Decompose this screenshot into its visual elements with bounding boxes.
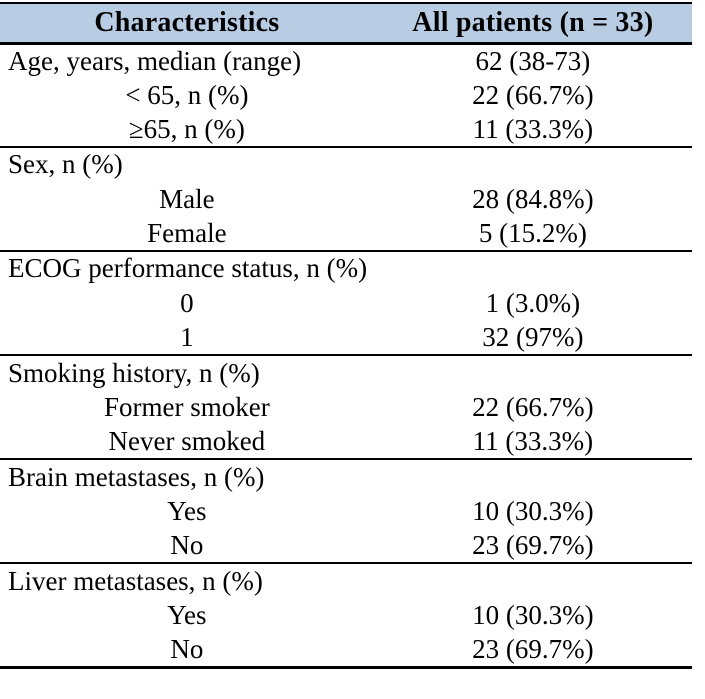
characteristic-cell: 1 <box>180 321 194 352</box>
characteristic-cell: Never smoked <box>108 425 266 456</box>
characteristic-cell: Male <box>159 183 215 214</box>
value-cell: 11 (33.3%) <box>472 425 594 456</box>
table-row: Yes 10 (30.3%) <box>0 598 692 633</box>
table-row: Never smoked 11 (33.3%) <box>0 425 692 460</box>
table-row: Yes 10 (30.3%) <box>0 494 692 529</box>
characteristic-cell: ≥65, n (%) <box>128 113 245 144</box>
value-cell: 22 (66.7%) <box>472 79 594 110</box>
value-cell: 10 (30.3%) <box>472 599 594 630</box>
table-header: Characteristics All patients (n = 33) <box>0 2 692 45</box>
value-cell <box>374 251 692 286</box>
value-cell: 22 (66.7%) <box>472 391 594 422</box>
characteristic-cell: No <box>170 633 204 664</box>
patient-characteristics-table: Characteristics All patients (n = 33) Ag… <box>0 2 692 669</box>
table-row: < 65, n (%) 22 (66.7%) <box>0 78 692 113</box>
value-cell: 5 (15.2%) <box>478 217 587 248</box>
table-row: ECOG performance status, n (%) <box>0 251 692 286</box>
characteristic-cell: Former smoker <box>103 391 270 422</box>
table-row: Former smoker 22 (66.7%) <box>0 390 692 425</box>
value-cell <box>374 147 692 182</box>
value-cell: 23 (69.7%) <box>472 633 594 664</box>
characteristic-cell: Yes <box>167 495 207 526</box>
table-row: Female 5 (15.2%) <box>0 216 692 251</box>
table-section: ECOG performance status, n (%) 0 1 (3.0%) 1… <box>0 251 692 356</box>
table-row: Sex, n (%) <box>0 147 692 182</box>
table-row: Age, years, median (range) 62 (38-73) <box>0 43 692 78</box>
value-cell <box>374 563 692 598</box>
table-row: Smoking history, n (%) <box>0 355 692 390</box>
characteristic-cell: Female <box>147 217 227 248</box>
characteristic-cell: Brain metastases, n (%) <box>8 461 265 492</box>
value-cell: 28 (84.8%) <box>472 183 594 214</box>
table-row: Male 28 (84.8%) <box>0 182 692 217</box>
table-row: Liver metastases, n (%) <box>0 563 692 598</box>
characteristic-cell: Smoking history, n (%) <box>8 357 260 388</box>
table-row: Brain metastases, n (%) <box>0 459 692 494</box>
table-row: No 23 (69.7%) <box>0 633 692 668</box>
value-cell: 10 (30.3%) <box>472 495 594 526</box>
characteristic-cell: < 65, n (%) <box>125 79 249 110</box>
table-row: No 23 (69.7%) <box>0 529 692 564</box>
characteristic-cell: Age, years, median (range) <box>8 45 302 76</box>
table-section: Sex, n (%) Male 28 (84.8%) Female 5 (15.2%) <box>0 147 692 252</box>
value-cell <box>374 459 692 494</box>
table-section: Smoking history, n (%) Former smoker 22 (6… <box>0 355 692 460</box>
characteristics-column-header: Characteristics <box>0 2 374 45</box>
characteristic-cell: No <box>170 529 204 560</box>
characteristic-cell: Yes <box>167 599 207 630</box>
table-row: 0 1 (3.0%) <box>0 286 692 321</box>
value-cell: 62 (38-73) <box>475 45 591 76</box>
table-row: 1 32 (97%) <box>0 321 692 356</box>
characteristic-cell: Liver metastases, n (%) <box>8 565 263 596</box>
value-cell <box>374 355 692 390</box>
value-cell: 11 (33.3%) <box>472 113 594 144</box>
value-cell: 32 (97%) <box>482 321 584 352</box>
characteristic-cell: Sex, n (%) <box>8 149 123 180</box>
table-row: ≥65, n (%) 11 (33.3%) <box>0 112 692 147</box>
table-section: Brain metastases, n (%) Yes 10 (30.3%) No 23… <box>0 459 692 564</box>
characteristic-cell: 0 <box>180 287 194 318</box>
value-cell: 23 (69.7%) <box>472 529 594 560</box>
table-header-row: Characteristics All patients (n = 33) <box>0 2 692 45</box>
table-section: Liver metastases, n (%) Yes 10 (30.3%) No 23… <box>0 563 692 668</box>
all-patients-column-header: All patients (n = 33) <box>373 2 692 45</box>
table-section: Age, years, median (range) 62 (38-73) < 65… <box>0 43 692 148</box>
patient-characteristics-table-wrap: Characteristics All patients (n = 33) Ag… <box>0 2 692 669</box>
characteristic-cell: ECOG performance status, n (%) <box>8 253 368 284</box>
value-cell: 1 (3.0%) <box>485 287 581 318</box>
